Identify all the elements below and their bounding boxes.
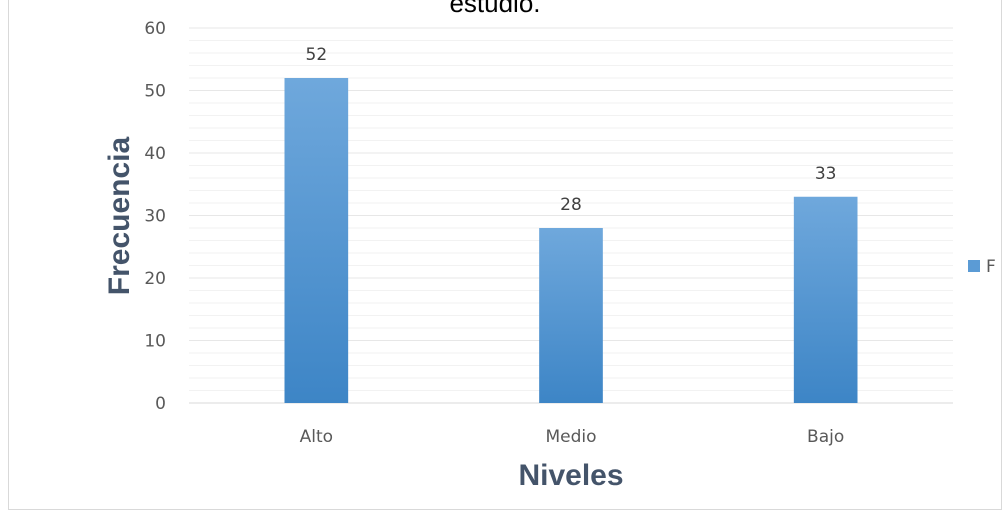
legend-label: F: [986, 257, 996, 277]
x-axis-ticks: Alto Medio Bajo: [300, 427, 845, 447]
y-tick-label: 40: [144, 144, 166, 164]
bar: [284, 78, 349, 403]
legend: F: [968, 257, 996, 277]
bar: [793, 196, 858, 403]
x-tick-label: Medio: [545, 427, 596, 447]
bar: [539, 228, 603, 403]
y-tick-label: 60: [144, 19, 166, 39]
x-tick-label: Alto: [300, 427, 333, 447]
chart-title: estudio.: [449, 0, 540, 18]
data-label: 52: [306, 45, 328, 65]
bars: [284, 78, 858, 403]
y-axis-ticks: 0 10 20 30 40 50 60: [144, 19, 166, 414]
legend-swatch: [968, 260, 980, 272]
x-tick-label: Bajo: [807, 427, 844, 447]
data-label: 28: [560, 195, 582, 215]
y-tick-label: 10: [144, 332, 166, 352]
x-axis-title: Niveles: [518, 459, 623, 492]
y-tick-label: 50: [144, 82, 166, 102]
y-tick-label: 30: [144, 207, 166, 227]
data-labels: 52 28 33: [306, 45, 837, 215]
bar-chart: estudio. 0 10 20 30 40 50 60 52 28 33 Alto Medio B…: [103, 0, 996, 492]
data-label: 33: [815, 164, 837, 184]
y-axis-title: Frecuencia: [103, 136, 136, 295]
chart-frame: estudio. 0 10 20 30 40 50 60 52 28 33 Alto Medio B…: [8, 0, 1002, 510]
y-tick-label: 0: [155, 394, 166, 414]
y-tick-label: 20: [144, 269, 166, 289]
